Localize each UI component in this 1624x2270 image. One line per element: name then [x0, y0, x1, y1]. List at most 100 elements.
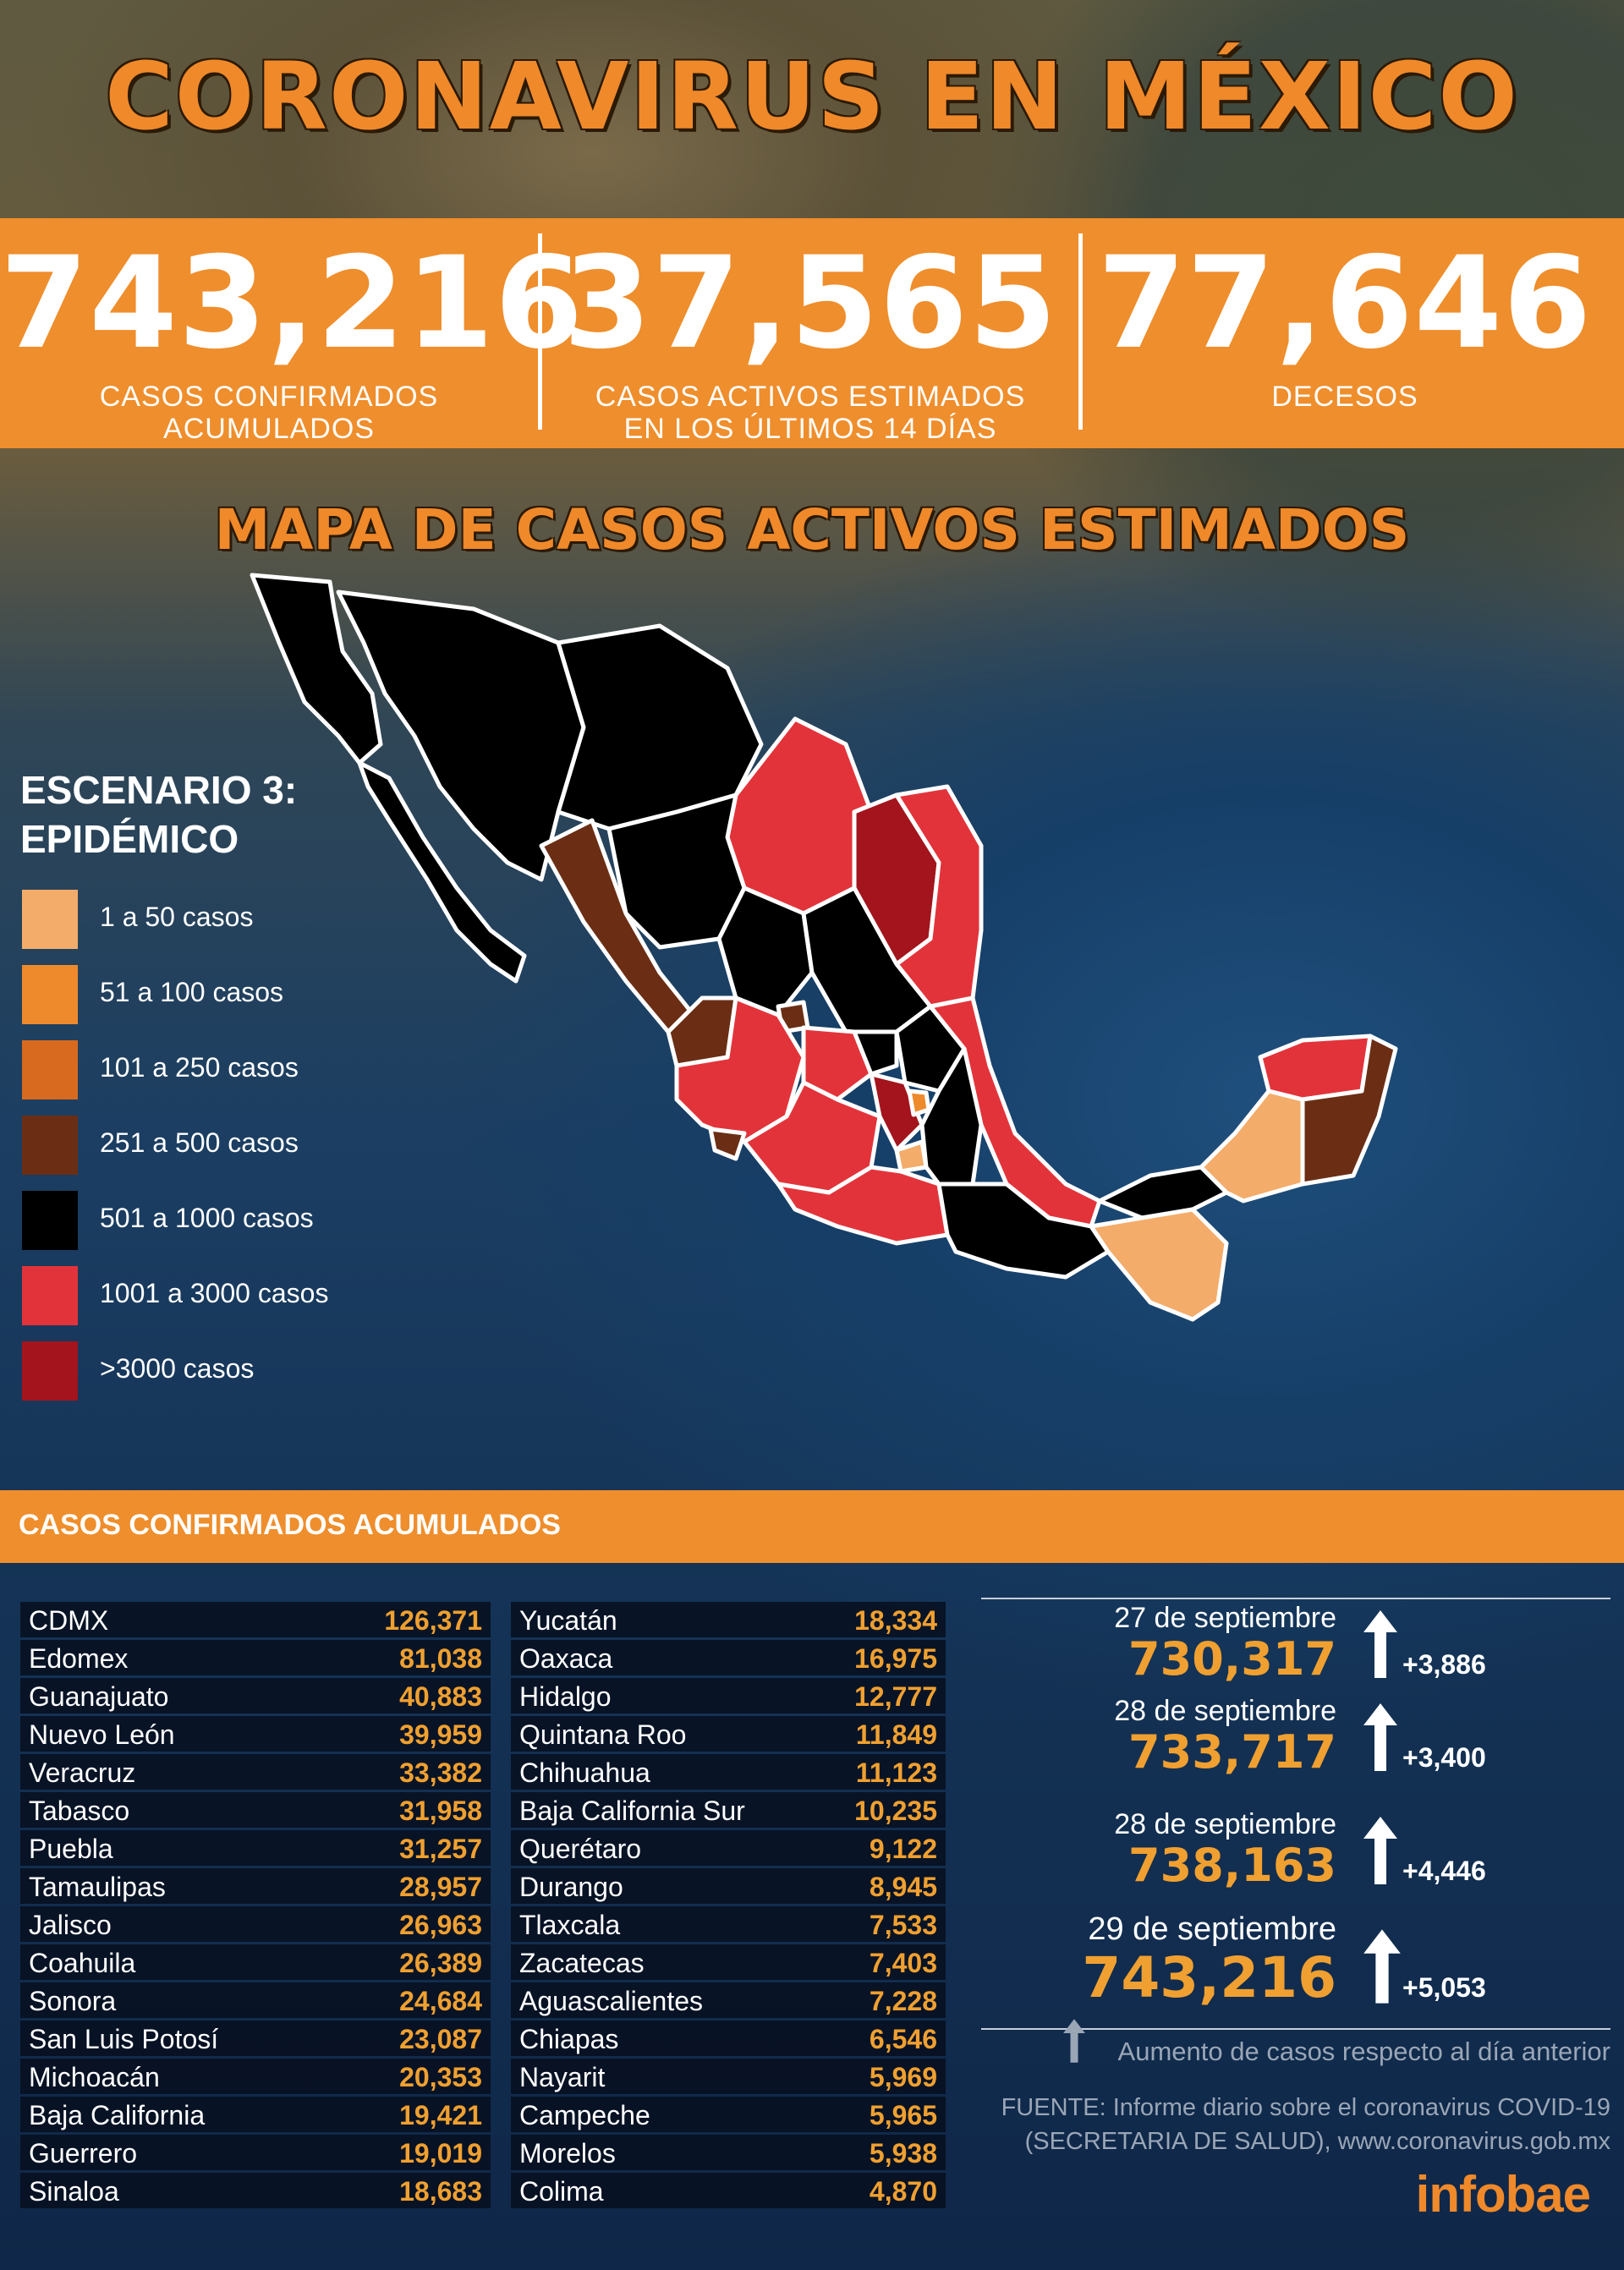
state-name: Nuevo León: [29, 1719, 175, 1750]
state-name: Morelos: [519, 2138, 616, 2169]
legend-label: 251 a 500 casos: [100, 1127, 299, 1158]
table-row: Michoacán 20,353: [20, 2059, 491, 2094]
state-queretaro: [852, 1029, 899, 1077]
table-row: Quintana Roo 11,849: [511, 1716, 946, 1752]
legend-swatch: [22, 890, 78, 949]
stat-active-label: CASOS ACTIVOS ESTIMADOS EN LOS ÚLTIMOS 1…: [542, 381, 1078, 445]
state-puebla: [919, 1046, 984, 1187]
table-row: Edomex 81,038: [20, 1640, 491, 1675]
state-value: 26,389: [399, 1948, 482, 1978]
table-row: Coahuila 26,389: [20, 1944, 491, 1980]
arrow-up-icon: [1363, 1703, 1397, 1771]
daily-total: 733,717: [1128, 1725, 1336, 1779]
table-row: Aguascalientes 7,228: [511, 1982, 946, 2018]
state-name: Oaxaca: [519, 1643, 613, 1674]
state-value: 18,334: [854, 1605, 937, 1636]
state-name: Tamaulipas: [29, 1872, 166, 1902]
state-value: 28,957: [399, 1872, 482, 1902]
daily-increase: +5,053: [1402, 1972, 1486, 2003]
stat-deaths-label: DECESOS: [1271, 381, 1418, 413]
state-cdmx: [907, 1088, 931, 1117]
state-name: CDMX: [29, 1605, 109, 1636]
state-name: Aguascalientes: [519, 1986, 704, 2016]
state-value: 31,257: [399, 1834, 482, 1864]
state-value: 24,684: [399, 1986, 482, 2016]
state-name: Quintana Roo: [519, 1719, 687, 1750]
source-credit: FUENTE: Informe diario sobre el coronavi…: [1001, 2091, 1610, 2158]
state-name: Puebla: [29, 1834, 113, 1864]
daily-increase: +4,446: [1402, 1856, 1486, 1886]
table-row: Veracruz 33,382: [20, 1754, 491, 1790]
state-baja-california: [250, 573, 383, 765]
state-name: Colima: [519, 2176, 604, 2207]
table-row: Baja California Sur 10,235: [511, 1792, 946, 1828]
cases-section-title: CASOS CONFIRMADOS ACUMULADOS: [19, 1509, 561, 1541]
state-name: Chihuahua: [519, 1757, 650, 1788]
table-row: CDMX 126,371: [20, 1602, 491, 1637]
table-row: Colima 4,870: [511, 2173, 946, 2208]
state-value: 7,228: [869, 1986, 937, 2016]
stat-confirmed-value: 743,216: [0, 230, 584, 377]
legend-swatch: [22, 1341, 78, 1401]
state-chiapas: [1089, 1207, 1229, 1322]
state-value: 11,123: [855, 1757, 937, 1788]
state-value: 7,533: [869, 1910, 937, 1940]
footnote: Aumento de casos respecto al día anterio…: [981, 2019, 1610, 2066]
legend-swatch: [22, 1116, 78, 1175]
state-name: Yucatán: [519, 1605, 617, 1636]
table-row: Nayarit 5,969: [511, 2059, 946, 2094]
daily-divider: [981, 1598, 1610, 1599]
table-row: Tamaulipas 28,957: [20, 1868, 491, 1904]
state-value: 20,353: [399, 2062, 482, 2092]
table-row: Yucatán 18,334: [511, 1602, 946, 1637]
stats-band: 743,216 CASOS CONFIRMADOS ACUMULADOS 37,…: [0, 218, 1624, 448]
legend-swatch: [22, 1191, 78, 1250]
daily-date: 29 de septiembre: [1088, 1911, 1336, 1947]
table-row: San Luis Potosí 23,087: [20, 2021, 491, 2056]
footnote-text: Aumento de casos respecto al día anterio…: [1117, 2037, 1610, 2066]
state-yucatan: [1258, 1034, 1373, 1102]
stat-active-value: 37,565: [562, 230, 1058, 377]
table-row: Tlaxcala 7,533: [511, 1906, 946, 1942]
table-row: Querétaro 9,122: [511, 1830, 946, 1866]
daily-total: 738,163: [1128, 1839, 1336, 1892]
stat-separator: [538, 233, 542, 430]
state-value: 5,965: [869, 2100, 937, 2130]
legend-label: 1 a 50 casos: [100, 902, 254, 932]
stat-confirmed: 743,216 CASOS CONFIRMADOS ACUMULADOS: [0, 218, 584, 448]
state-value: 19,421: [399, 2100, 482, 2130]
state-name: Campeche: [519, 2100, 650, 2130]
table-row: Jalisco 26,963: [20, 1906, 491, 1942]
state-name: San Luis Potosí: [29, 2024, 219, 2054]
daily-total: 743,216: [1082, 1945, 1336, 2010]
table-row: Hidalgo 12,777: [511, 1678, 946, 1713]
table-row: Baja California 19,421: [20, 2097, 491, 2132]
stat-deaths-value: 77,646: [1097, 230, 1593, 377]
state-value: 6,546: [869, 2024, 937, 2054]
arrow-up-icon: [1363, 1610, 1397, 1678]
state-value: 31,958: [399, 1796, 482, 1826]
state-value: 7,403: [869, 1948, 937, 1978]
state-name: Sonora: [29, 1986, 117, 2016]
map-title: MAPA DE CASOS ACTIVOS ESTIMADOS: [214, 497, 1410, 562]
legend-swatch: [22, 1040, 78, 1099]
source-line1: FUENTE: Informe diario sobre el coronavi…: [1001, 2094, 1610, 2121]
state-value: 126,371: [384, 1605, 482, 1636]
state-name: Zacatecas: [519, 1948, 645, 1978]
state-value: 40,883: [399, 1681, 482, 1712]
state-value: 16,975: [854, 1643, 937, 1674]
daily-increase: +3,400: [1402, 1742, 1486, 1773]
legend-label: 501 a 1000 casos: [100, 1203, 314, 1233]
state-value: 8,945: [869, 1872, 937, 1902]
legend-label: 101 a 250 casos: [100, 1052, 299, 1083]
state-name: Coahuila: [29, 1948, 136, 1978]
mexico-map: [250, 573, 1398, 1322]
table-row: Chihuahua 11,123: [511, 1754, 946, 1790]
state-guanajuato: [801, 1025, 874, 1102]
stat-active: 37,565 CASOS ACTIVOS ESTIMADOS EN LOS ÚL…: [542, 218, 1078, 448]
daily-total: 730,317: [1128, 1632, 1336, 1686]
table-row: Zacatecas 7,403: [511, 1944, 946, 1980]
arrow-up-icon: [1363, 1929, 1401, 2004]
state-name: Baja California Sur: [519, 1796, 745, 1826]
table-row: Oaxaca 16,975: [511, 1640, 946, 1675]
